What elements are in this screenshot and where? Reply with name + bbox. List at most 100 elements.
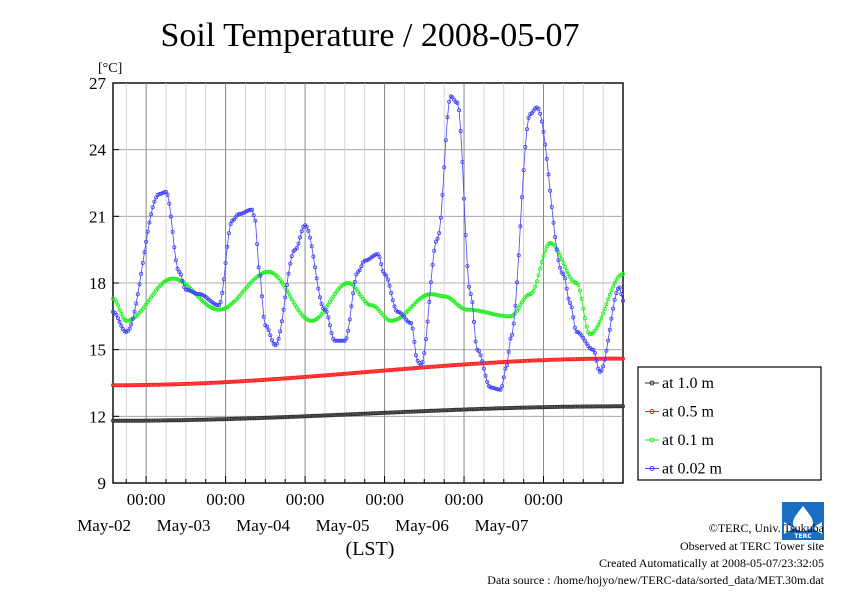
data-point <box>288 294 293 299</box>
data-point <box>312 265 317 270</box>
data-point <box>238 211 243 216</box>
legend-label: at 0.02 m <box>662 461 723 478</box>
data-point <box>438 215 443 220</box>
data-point <box>496 387 501 392</box>
data-point <box>387 283 392 288</box>
data-point <box>500 384 505 389</box>
data-point <box>269 338 274 343</box>
data-point <box>294 245 299 250</box>
data-point <box>501 375 506 380</box>
data-point <box>119 323 124 328</box>
data-point <box>296 241 301 246</box>
data-point <box>352 279 357 284</box>
data-point <box>597 319 602 324</box>
data-point <box>284 283 289 288</box>
data-point <box>117 319 122 324</box>
legend-label: at 0.5 m <box>662 404 715 421</box>
data-point <box>349 304 354 309</box>
data-point <box>329 330 334 335</box>
data-point <box>518 303 523 308</box>
data-point <box>288 261 293 266</box>
data-point <box>248 207 253 212</box>
data-point <box>577 288 582 293</box>
data-point <box>521 168 526 173</box>
data-point <box>466 284 471 289</box>
data-point <box>173 276 178 281</box>
data-point <box>215 302 220 307</box>
data-point <box>611 284 616 289</box>
data-point <box>511 321 516 326</box>
x-tick-time-label: 00:00 <box>524 490 563 509</box>
data-point <box>483 373 488 378</box>
legend-box <box>637 366 822 481</box>
data-point <box>471 319 476 324</box>
data-point <box>505 363 510 368</box>
data-point <box>139 271 144 276</box>
data-point <box>480 359 485 364</box>
data-point <box>563 264 568 269</box>
data-point <box>561 272 566 277</box>
series-at-0-02-m <box>111 94 626 392</box>
series-at-0-5-m <box>111 356 626 388</box>
data-point <box>326 315 331 320</box>
data-point <box>304 224 309 229</box>
data-point <box>309 244 314 249</box>
data-point <box>185 287 190 292</box>
data-point <box>412 339 417 344</box>
x-tick-time-label: 00:00 <box>365 490 404 509</box>
data-point <box>571 315 576 320</box>
data-point <box>463 233 468 238</box>
data-point <box>607 292 612 297</box>
data-point <box>286 271 291 276</box>
data-point <box>599 315 604 320</box>
data-point <box>460 159 465 164</box>
svg-text:TERC: TERC <box>794 533 812 540</box>
data-point <box>351 291 356 296</box>
data-point <box>457 108 462 113</box>
data-point <box>476 349 481 354</box>
y-tick-label: 15 <box>89 341 106 360</box>
data-point <box>558 253 563 258</box>
data-point <box>546 172 551 177</box>
data-point <box>574 329 579 334</box>
data-point <box>395 309 400 314</box>
data-point <box>621 404 626 409</box>
data-point <box>443 138 448 143</box>
data-point <box>380 269 385 274</box>
data-point <box>152 199 157 204</box>
data-point <box>619 292 624 297</box>
data-point <box>554 247 559 252</box>
data-point <box>226 231 231 236</box>
data-point <box>316 286 321 291</box>
data-point <box>539 119 544 124</box>
y-axis-unit-label: [°C] <box>98 61 122 76</box>
data-point <box>604 302 609 307</box>
data-point <box>389 290 394 295</box>
data-point <box>534 279 539 284</box>
x-tick-date-label: May-04 <box>236 516 290 535</box>
data-point <box>533 284 538 289</box>
data-point <box>144 239 149 244</box>
data-point <box>543 142 548 147</box>
terc-logo: TERC <box>782 502 824 540</box>
data-point <box>147 220 152 225</box>
observed-site-text: Observed at TERC Tower site <box>679 539 824 553</box>
data-point <box>418 363 423 368</box>
y-tick-label: 21 <box>89 207 106 226</box>
data-point <box>538 266 543 271</box>
data-point <box>621 298 626 303</box>
data-point <box>614 291 619 296</box>
data-point <box>392 304 397 309</box>
data-point <box>327 299 332 304</box>
data-point <box>430 262 435 267</box>
data-point <box>525 127 530 132</box>
data-point <box>132 309 137 314</box>
data-source-path: Data source : /home/hojyo/new/TERC-data/… <box>487 573 824 587</box>
data-point <box>465 264 470 269</box>
data-point <box>478 353 483 358</box>
data-point <box>437 231 442 236</box>
x-axis-label: (LST) <box>346 538 395 560</box>
data-point <box>609 288 614 293</box>
data-point <box>461 196 466 201</box>
legend: at 1.0 m at 0.5 m at 0.1 m at 0.02 m <box>645 375 723 478</box>
